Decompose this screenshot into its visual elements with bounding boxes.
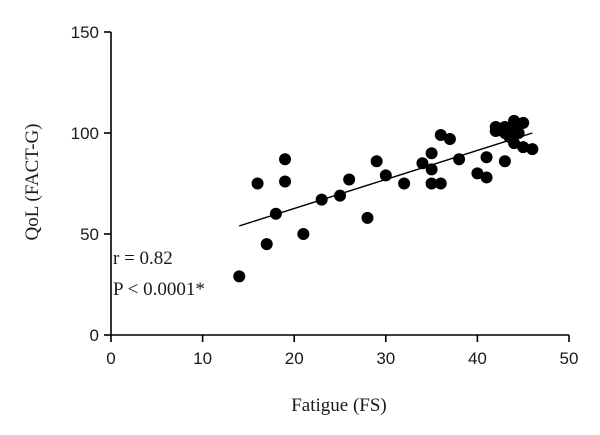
data-point [370, 155, 383, 168]
data-point [334, 189, 346, 202]
y-tick-label: 0 [90, 326, 99, 345]
y-tick-label: 50 [80, 225, 99, 244]
data-point [517, 116, 530, 129]
x-tick-label: 50 [560, 349, 579, 368]
data-point [315, 193, 328, 206]
data-point [260, 238, 273, 251]
data-point [379, 169, 392, 182]
y-tick-label: 100 [71, 124, 99, 143]
p-value-annotation: P < 0.0001* [113, 279, 205, 300]
data-point [453, 153, 466, 166]
data-point [526, 143, 539, 156]
data-point [279, 153, 292, 166]
data-point [416, 157, 429, 170]
x-tick-label: 10 [193, 349, 212, 368]
data-point [489, 124, 502, 137]
data-point [480, 151, 493, 164]
x-tick-label: 40 [468, 349, 487, 368]
data-point [508, 137, 521, 150]
data-point [434, 129, 447, 142]
y-axis-title: QoL (FACT-G) [22, 124, 43, 241]
x-tick-label: 0 [106, 349, 115, 368]
data-point [361, 211, 374, 224]
x-tick-label: 30 [376, 349, 395, 368]
data-point [443, 133, 456, 146]
x-tick-label: 20 [285, 349, 304, 368]
data-point [343, 173, 356, 186]
y-ticks: 0 50 100 150 [71, 23, 111, 345]
x-axis-title: Fatigue (FS) [291, 395, 387, 416]
data-point [425, 163, 438, 176]
data-point [279, 175, 292, 188]
data-point [471, 167, 484, 180]
data-point [251, 177, 264, 190]
data-point [512, 127, 525, 139]
data-point [425, 147, 438, 160]
correlation-annotation: r = 0.82 [113, 248, 173, 269]
data-point [498, 155, 511, 168]
data-points [233, 114, 539, 283]
data-point [425, 177, 438, 190]
data-point [480, 171, 493, 184]
y-tick-label: 150 [71, 23, 99, 42]
x-ticks: 0 10 20 30 40 50 [106, 335, 578, 368]
data-point [398, 177, 411, 190]
data-point [269, 207, 282, 220]
axes [110, 32, 569, 336]
data-point [233, 270, 246, 283]
data-point [434, 177, 447, 190]
data-point [517, 141, 530, 154]
data-point [297, 228, 310, 240]
